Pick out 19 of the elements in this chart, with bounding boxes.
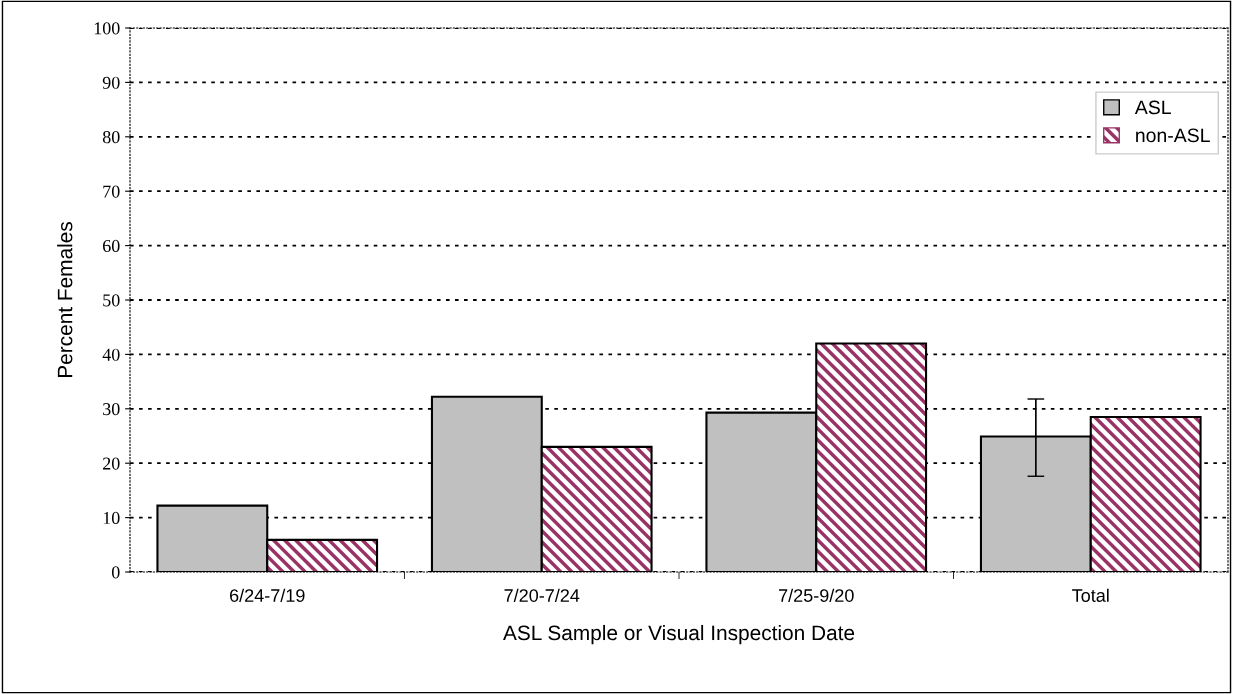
- x-tick-label: 7/25-9/20: [779, 588, 854, 602]
- legend-label: non-ASL: [1136, 128, 1210, 143]
- x-tick-label: 7/20-7/24: [504, 588, 580, 602]
- y-tick-label: 100: [94, 22, 120, 35]
- x-axis-title: ASL Sample or Visual Inspection Date: [503, 624, 855, 645]
- y-tick-label: 20: [103, 457, 120, 470]
- y-tick-label: 0: [111, 566, 120, 579]
- y-tick-label: 50: [103, 294, 120, 307]
- y-tick-label: 10: [103, 511, 120, 525]
- x-tick-label: 6/24-7/19: [230, 588, 305, 602]
- y-tick-label: 30: [103, 403, 120, 416]
- y-tick-label: 40: [102, 348, 120, 361]
- y-axis-title: Percent Females: [57, 222, 73, 378]
- y-tick-label: 70: [103, 185, 120, 198]
- y-tick-label: 90: [102, 76, 120, 89]
- y-tick-label: 60: [103, 239, 120, 253]
- legend-label: ASL: [1134, 100, 1171, 115]
- y-tick-label: 80: [102, 131, 120, 144]
- x-tick-label: Total: [1072, 588, 1109, 602]
